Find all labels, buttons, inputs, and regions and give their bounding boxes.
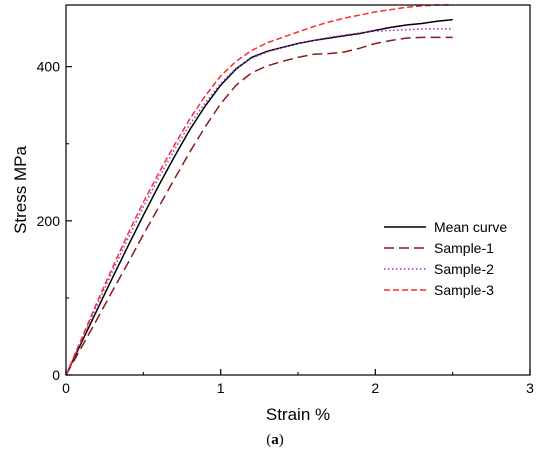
stress-strain-chart: 0 1 2 3 0 200 400 Strain % Stress MPa Mean cur… bbox=[11, 4, 534, 424]
ticks-layer: 0 1 2 3 0 200 400 bbox=[37, 59, 534, 396]
series-line-sample-3 bbox=[65, 4, 453, 376]
legend-entry-label: Sample-2 bbox=[434, 261, 494, 277]
legend-entry-label: Mean curve bbox=[434, 219, 507, 235]
legend-entry-label: Sample-1 bbox=[434, 240, 494, 256]
x-tick-label: 2 bbox=[371, 380, 379, 396]
legend-entry-label: Sample-3 bbox=[434, 282, 494, 298]
y-tick-label: 400 bbox=[37, 59, 61, 75]
series-line-sample-2 bbox=[65, 28, 453, 376]
series-line-mean-curve bbox=[65, 18, 453, 376]
x-tick-label: 0 bbox=[62, 380, 70, 396]
y-tick-label: 200 bbox=[37, 213, 61, 229]
figure-caption: (a) bbox=[0, 432, 550, 449]
caption-letter: a bbox=[271, 432, 279, 448]
y-tick-label: 0 bbox=[52, 367, 60, 383]
caption-open-paren: ( bbox=[266, 432, 272, 448]
curves-layer bbox=[65, 4, 453, 376]
caption-close-paren: ) bbox=[278, 432, 284, 448]
x-axis-label: Strain % bbox=[266, 405, 330, 424]
x-tick-label: 1 bbox=[217, 380, 225, 396]
legend: Mean curve Sample-1 Sample-2 Sample-3 bbox=[384, 219, 507, 298]
series-line-sample-1 bbox=[65, 36, 453, 376]
plot-frame bbox=[65, 4, 531, 376]
y-axis-label: Stress MPa bbox=[11, 146, 30, 234]
x-tick-label: 3 bbox=[526, 380, 534, 396]
